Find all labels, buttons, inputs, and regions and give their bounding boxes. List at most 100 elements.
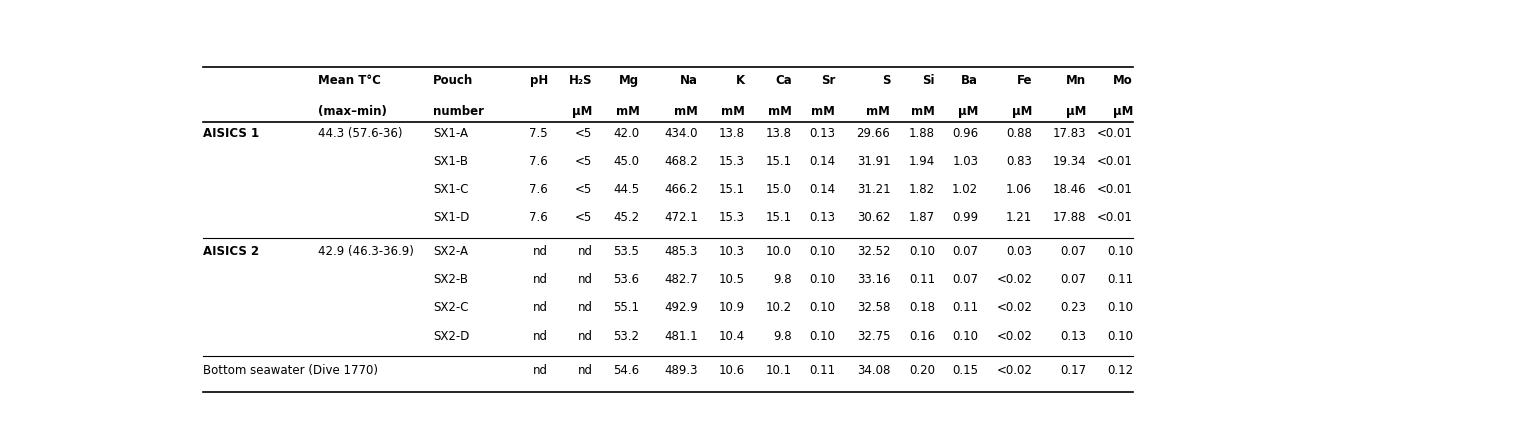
- Text: pH: pH: [530, 74, 548, 87]
- Text: SX2-C: SX2-C: [433, 301, 469, 314]
- Text: μM: μM: [1012, 105, 1032, 118]
- Text: 53.6: 53.6: [613, 274, 640, 286]
- Text: 485.3: 485.3: [664, 246, 697, 258]
- Text: 15.3: 15.3: [719, 155, 744, 168]
- Text: 15.3: 15.3: [719, 211, 744, 224]
- Text: <5: <5: [575, 183, 593, 196]
- Text: Fe: Fe: [1017, 74, 1032, 87]
- Text: Sr: Sr: [822, 74, 835, 87]
- Text: Mn: Mn: [1067, 74, 1086, 87]
- Text: μM: μM: [958, 105, 979, 118]
- Text: mM: mM: [722, 105, 744, 118]
- Text: 10.1: 10.1: [766, 364, 791, 377]
- Text: 44.3 (57.6-36): 44.3 (57.6-36): [318, 127, 402, 140]
- Text: 32.58: 32.58: [856, 301, 890, 314]
- Text: mM: mM: [867, 105, 890, 118]
- Text: 0.18: 0.18: [909, 301, 935, 314]
- Text: 55.1: 55.1: [613, 301, 640, 314]
- Text: μM: μM: [572, 105, 593, 118]
- Text: 7.5: 7.5: [530, 127, 548, 140]
- Text: Bottom seawater (Dive 1770): Bottom seawater (Dive 1770): [203, 364, 378, 377]
- Text: 0.10: 0.10: [809, 246, 835, 258]
- Text: 10.0: 10.0: [766, 246, 791, 258]
- Text: 45.2: 45.2: [613, 211, 640, 224]
- Text: Ba: Ba: [961, 74, 979, 87]
- Text: 0.23: 0.23: [1061, 301, 1086, 314]
- Text: Mean T°C: Mean T°C: [318, 74, 381, 87]
- Text: <0.02: <0.02: [997, 364, 1032, 377]
- Text: 13.8: 13.8: [766, 127, 791, 140]
- Text: SX1-A: SX1-A: [433, 127, 468, 140]
- Text: 15.1: 15.1: [766, 155, 791, 168]
- Text: 0.16: 0.16: [909, 329, 935, 342]
- Text: 0.11: 0.11: [1108, 274, 1133, 286]
- Text: nd: nd: [533, 329, 548, 342]
- Text: 19.34: 19.34: [1053, 155, 1086, 168]
- Text: 15.1: 15.1: [766, 211, 791, 224]
- Text: 1.02: 1.02: [952, 183, 979, 196]
- Text: nd: nd: [533, 274, 548, 286]
- Text: mM: mM: [911, 105, 935, 118]
- Text: SX1-C: SX1-C: [433, 183, 469, 196]
- Text: 32.75: 32.75: [856, 329, 890, 342]
- Text: nd: nd: [578, 329, 593, 342]
- Text: 489.3: 489.3: [664, 364, 697, 377]
- Text: 42.9 (46.3-36.9): 42.9 (46.3-36.9): [318, 246, 415, 258]
- Text: SX2-B: SX2-B: [433, 274, 468, 286]
- Text: Na: Na: [679, 74, 697, 87]
- Text: 53.2: 53.2: [613, 329, 640, 342]
- Text: μM: μM: [1112, 105, 1133, 118]
- Text: 0.13: 0.13: [1061, 329, 1086, 342]
- Text: 1.87: 1.87: [909, 211, 935, 224]
- Text: 0.83: 0.83: [1006, 155, 1032, 168]
- Text: 0.10: 0.10: [1108, 301, 1133, 314]
- Text: 9.8: 9.8: [773, 329, 791, 342]
- Text: nd: nd: [533, 246, 548, 258]
- Text: AISICS 2: AISICS 2: [203, 246, 259, 258]
- Text: SX2-D: SX2-D: [433, 329, 469, 342]
- Text: 468.2: 468.2: [664, 155, 697, 168]
- Text: Ca: Ca: [775, 74, 791, 87]
- Text: <5: <5: [575, 127, 593, 140]
- Text: mM: mM: [811, 105, 835, 118]
- Text: <0.01: <0.01: [1097, 183, 1133, 196]
- Text: SX1-B: SX1-B: [433, 155, 468, 168]
- Text: 33.16: 33.16: [856, 274, 890, 286]
- Text: nd: nd: [578, 246, 593, 258]
- Text: 45.0: 45.0: [613, 155, 640, 168]
- Text: Pouch: Pouch: [433, 74, 474, 87]
- Text: 0.11: 0.11: [952, 301, 979, 314]
- Text: K: K: [735, 74, 744, 87]
- Text: 0.13: 0.13: [809, 211, 835, 224]
- Text: Si: Si: [923, 74, 935, 87]
- Text: <0.02: <0.02: [997, 301, 1032, 314]
- Text: 17.83: 17.83: [1053, 127, 1086, 140]
- Text: <0.02: <0.02: [997, 329, 1032, 342]
- Text: 1.03: 1.03: [952, 155, 979, 168]
- Text: S: S: [882, 74, 890, 87]
- Text: 481.1: 481.1: [664, 329, 697, 342]
- Text: 434.0: 434.0: [664, 127, 697, 140]
- Text: nd: nd: [578, 301, 593, 314]
- Text: 0.12: 0.12: [1108, 364, 1133, 377]
- Text: H₂S: H₂S: [569, 74, 593, 87]
- Text: 7.6: 7.6: [530, 211, 548, 224]
- Text: mM: mM: [675, 105, 697, 118]
- Text: <0.01: <0.01: [1097, 211, 1133, 224]
- Text: 466.2: 466.2: [664, 183, 697, 196]
- Text: 0.10: 0.10: [1108, 329, 1133, 342]
- Text: 0.10: 0.10: [809, 274, 835, 286]
- Text: 0.96: 0.96: [952, 127, 979, 140]
- Text: 29.66: 29.66: [856, 127, 890, 140]
- Text: 54.6: 54.6: [613, 364, 640, 377]
- Text: nd: nd: [533, 364, 548, 377]
- Text: 0.10: 0.10: [809, 329, 835, 342]
- Text: 472.1: 472.1: [664, 211, 697, 224]
- Text: 17.88: 17.88: [1053, 211, 1086, 224]
- Text: mM: mM: [769, 105, 791, 118]
- Text: nd: nd: [533, 301, 548, 314]
- Text: 1.82: 1.82: [909, 183, 935, 196]
- Text: 44.5: 44.5: [613, 183, 640, 196]
- Text: 0.10: 0.10: [809, 301, 835, 314]
- Text: 0.03: 0.03: [1006, 246, 1032, 258]
